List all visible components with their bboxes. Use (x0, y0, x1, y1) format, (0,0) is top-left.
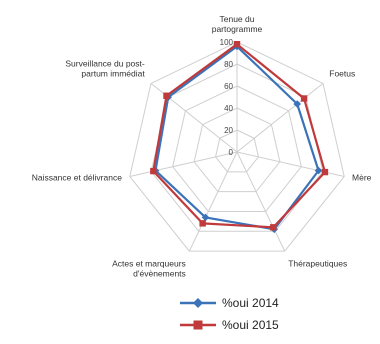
legend-marker (193, 298, 203, 308)
grid-ring-100 (129, 41, 345, 252)
axis-label: Thérapeutiques (288, 258, 347, 268)
series-layer (150, 41, 329, 234)
data-point (270, 224, 277, 231)
series-line (152, 43, 327, 229)
legend-item: %oui 2014 (180, 296, 279, 310)
data-point (300, 95, 308, 102)
grid-ring-60 (172, 85, 302, 212)
tick-label: 0 (229, 148, 234, 157)
data-point (314, 166, 323, 175)
tick-labels: 0 20 40 60 80 100 (220, 38, 234, 157)
series-1 (150, 41, 329, 231)
data-point (201, 213, 210, 222)
axis-label: Mère (352, 172, 372, 182)
grid-spoke (236, 151, 286, 252)
grid-ring-40 (193, 107, 281, 193)
data-point (150, 167, 157, 175)
axis-label: Foetus (329, 68, 355, 78)
grid-spoke (188, 151, 238, 252)
data-point (233, 41, 241, 48)
legend-label: %oui 2015 (222, 318, 279, 332)
tick-label: 20 (224, 126, 233, 135)
grid-spoke (129, 151, 238, 177)
data-point (321, 168, 329, 176)
legend-label: %oui 2014 (222, 296, 279, 310)
axis-label: Surveillance du post-partum immédiat (65, 58, 145, 78)
tick-label: 100 (220, 38, 234, 47)
grid-ring-20 (215, 129, 259, 173)
data-point (293, 100, 302, 108)
data-point (163, 92, 170, 99)
tick-label: 40 (224, 104, 233, 113)
legend-item: %oui 2015 (180, 318, 279, 332)
axis-label: Naissance et délivrance (32, 172, 123, 182)
axis-label: Tenue du partogramme (212, 14, 263, 34)
grid-spoke (236, 83, 324, 153)
series-line (154, 45, 320, 231)
tick-label: 80 (224, 60, 233, 69)
radar-grid (129, 41, 345, 252)
data-point (199, 220, 206, 227)
legend-marker (193, 320, 203, 330)
axis-labels: Tenue du partogramme Foetus Mère Thérapeutiq… (32, 14, 372, 278)
axis-label: Actes et marqueurs d'évènements (112, 258, 186, 278)
tick-label: 60 (224, 82, 233, 91)
legend: %oui 2014 %oui 2015 (180, 296, 279, 332)
